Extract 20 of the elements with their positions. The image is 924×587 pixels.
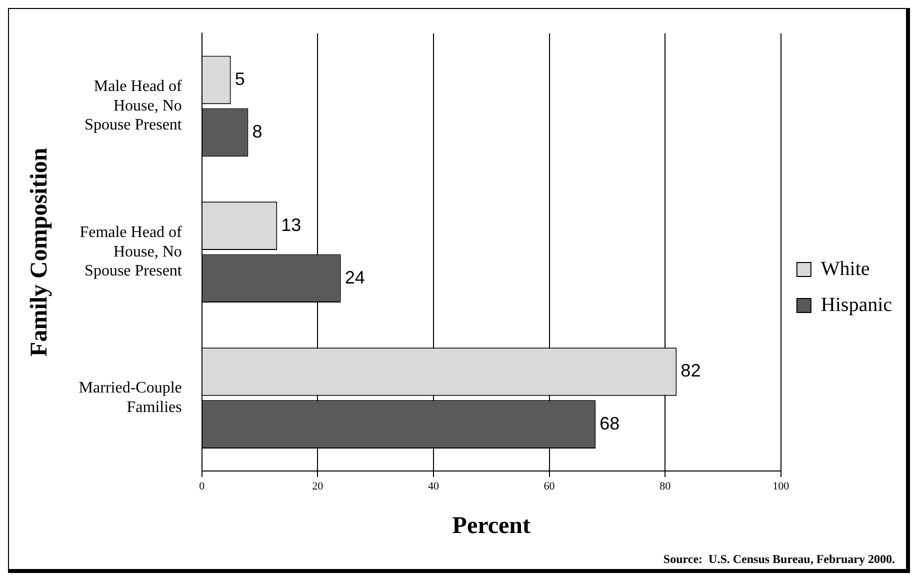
x-tick-label: 20 xyxy=(312,480,324,492)
data-label: 8 xyxy=(252,121,262,142)
x-axis-title: Percent xyxy=(452,512,530,539)
data-label: 5 xyxy=(234,68,245,89)
y-tick-label: Male Head of House, No Spouse Present xyxy=(84,78,183,134)
source-note: Source: U.S. Census Bureau, February 2000. xyxy=(663,552,895,566)
x-tick-label: 40 xyxy=(428,480,440,492)
legend-label: White xyxy=(820,258,870,280)
legend-label: Hispanic xyxy=(820,294,892,316)
data-label: 24 xyxy=(344,267,365,288)
x-tick-label: 60 xyxy=(544,480,556,492)
data-label: 82 xyxy=(680,360,701,381)
data-label: 68 xyxy=(600,413,620,434)
y-tick-label: Female Head of House, No Spouse Present xyxy=(80,224,183,280)
data-label: 13 xyxy=(281,214,302,235)
x-tick-label: 100 xyxy=(772,480,790,492)
x-tick-label: 0 xyxy=(199,480,206,492)
y-tick-label: Married-Couple Families xyxy=(78,380,182,416)
x-tick-label: 80 xyxy=(660,480,672,492)
y-axis-title: Family Composition xyxy=(26,148,53,356)
